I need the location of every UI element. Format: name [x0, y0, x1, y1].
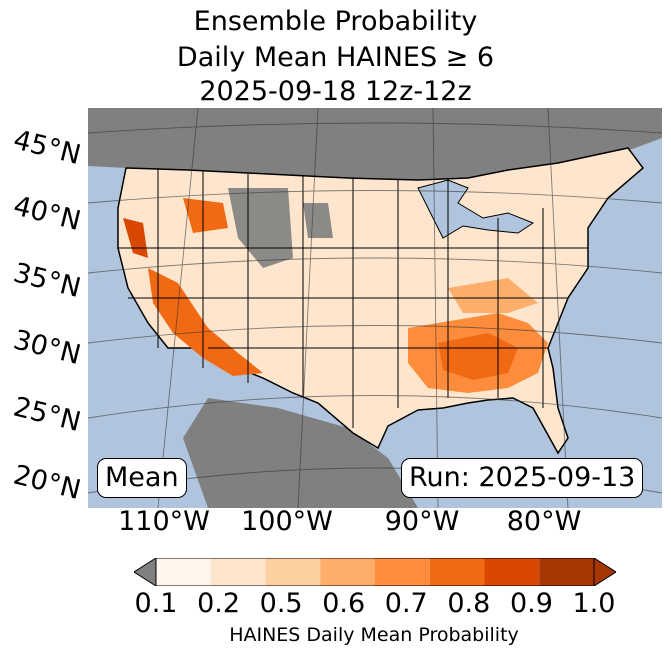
colorbar-tick-label: 0.2 — [197, 588, 241, 619]
patch-tennessee-valley — [448, 278, 538, 313]
colorbar-over-arrow — [593, 558, 616, 586]
patch-great-basin — [183, 198, 228, 233]
canada-missing-region — [88, 108, 662, 183]
colorbar-label: HAINES Daily Mean Probability — [229, 624, 519, 646]
lon-label-100: 100°W — [241, 506, 333, 537]
lon-label-80: 80°W — [506, 506, 582, 537]
colorbar-tick-label: 0.7 — [384, 588, 428, 619]
lat-label-30: 30°N — [10, 324, 84, 372]
lon-label-110: 110°W — [118, 506, 210, 537]
lat-label-35: 35°N — [10, 257, 84, 305]
colorbar-tick-label: 0.6 — [322, 588, 366, 619]
title-line-3: 2025-09-18 12z-12z — [199, 76, 472, 107]
lat-label-40: 40°N — [10, 190, 84, 238]
colorbar-under-arrow — [134, 558, 157, 586]
colorbar-tick-label: 1.0 — [572, 588, 616, 619]
state-borders — [118, 168, 588, 428]
colorbar-segment — [375, 558, 430, 586]
run-date-box: Run: 2025-09-13 — [401, 458, 644, 498]
colorbar-segment — [210, 558, 266, 586]
mean-label-box: Mean — [97, 458, 187, 498]
title-line-2: Daily Mean HAINES ≥ 6 — [176, 42, 495, 73]
probability-map — [88, 108, 662, 508]
patch-southwest — [148, 268, 263, 376]
colorbar-segment — [265, 558, 321, 586]
colorbar-tick-label: 0.5 — [259, 588, 303, 619]
lat-label-25: 25°N — [10, 391, 84, 439]
title-line-1: Ensemble Probability — [193, 6, 478, 37]
colorbar — [134, 558, 616, 586]
colorbar-segment — [320, 558, 375, 586]
colorbar-tick-label: 0.9 — [509, 588, 553, 619]
colorbar-tick-label: 0.8 — [447, 588, 491, 619]
great-lakes — [417, 179, 535, 239]
colorbar-tick-label: 0.1 — [134, 588, 178, 619]
lat-label-20: 20°N — [10, 459, 84, 507]
colorbar-frame — [155, 558, 595, 586]
colorbar-segment — [539, 558, 594, 586]
lon-label-90: 90°W — [384, 506, 460, 537]
colorbar-segment — [156, 558, 211, 586]
colorbar-segment — [484, 558, 540, 586]
patch-plains-gray — [303, 203, 333, 238]
lat-label-45: 45°N — [10, 124, 84, 172]
colorbar-segment — [429, 558, 485, 586]
